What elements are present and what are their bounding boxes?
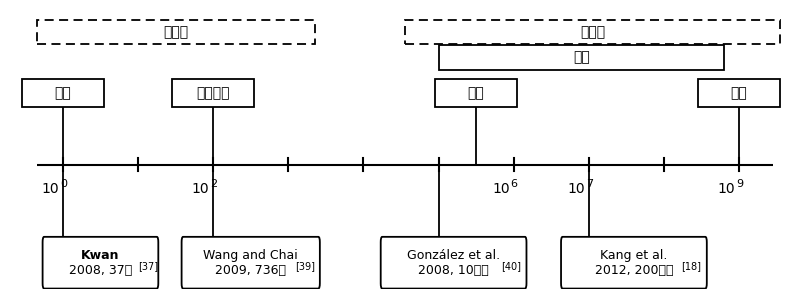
FancyBboxPatch shape bbox=[43, 237, 158, 288]
FancyBboxPatch shape bbox=[381, 237, 526, 288]
Text: [18]: [18] bbox=[681, 261, 701, 271]
FancyBboxPatch shape bbox=[22, 79, 104, 107]
Text: 0: 0 bbox=[60, 179, 67, 189]
Text: 10: 10 bbox=[568, 182, 585, 196]
FancyBboxPatch shape bbox=[37, 20, 314, 44]
Text: 国家: 国家 bbox=[573, 50, 589, 64]
Text: 个体: 个体 bbox=[55, 86, 71, 100]
Text: 大数据: 大数据 bbox=[580, 25, 606, 39]
Text: Kang et al.: Kang et al. bbox=[600, 249, 667, 262]
Text: [39]: [39] bbox=[295, 261, 315, 271]
Text: 9: 9 bbox=[736, 179, 743, 189]
FancyBboxPatch shape bbox=[435, 79, 517, 107]
Text: 10: 10 bbox=[192, 182, 209, 196]
Text: 2008, 37人: 2008, 37人 bbox=[69, 264, 132, 277]
FancyBboxPatch shape bbox=[181, 237, 320, 288]
FancyBboxPatch shape bbox=[698, 79, 780, 107]
Text: Kwan: Kwan bbox=[81, 249, 119, 262]
Text: 6: 6 bbox=[511, 179, 518, 189]
Text: 7: 7 bbox=[585, 179, 593, 189]
FancyBboxPatch shape bbox=[439, 45, 724, 70]
FancyBboxPatch shape bbox=[172, 79, 254, 107]
Text: 居住小区: 居住小区 bbox=[196, 86, 230, 100]
Text: [40]: [40] bbox=[500, 261, 520, 271]
Text: 2012, 200万人: 2012, 200万人 bbox=[594, 264, 673, 277]
Text: González et al.: González et al. bbox=[407, 249, 500, 262]
Text: 10: 10 bbox=[718, 182, 735, 196]
Text: 全球: 全球 bbox=[731, 86, 747, 100]
Text: 小数据: 小数据 bbox=[163, 25, 188, 39]
FancyBboxPatch shape bbox=[405, 20, 780, 44]
Text: [37]: [37] bbox=[138, 261, 158, 271]
Text: 2009, 736人: 2009, 736人 bbox=[215, 264, 286, 277]
Text: Wang and Chai: Wang and Chai bbox=[204, 249, 298, 262]
FancyBboxPatch shape bbox=[561, 237, 707, 288]
Text: 10: 10 bbox=[42, 182, 59, 196]
Text: 城市: 城市 bbox=[468, 86, 484, 100]
Text: 2: 2 bbox=[210, 179, 217, 189]
Text: 10: 10 bbox=[492, 182, 510, 196]
Text: 2008, 10万人: 2008, 10万人 bbox=[418, 264, 489, 277]
